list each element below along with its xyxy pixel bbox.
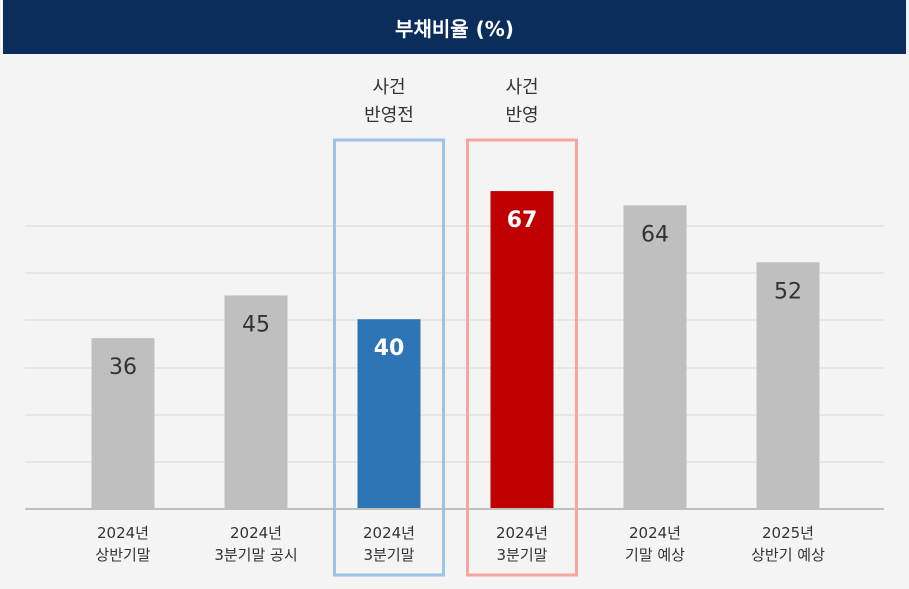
bar xyxy=(490,191,554,509)
data-label: 52 xyxy=(774,279,802,304)
x-tick-label: 2024년 xyxy=(97,524,149,542)
data-label: 45 xyxy=(242,312,270,337)
x-tick-label: 기말 예상 xyxy=(625,546,685,564)
x-tick-label: 3분기말 xyxy=(364,546,415,564)
x-tick-label: 2024년 xyxy=(230,524,282,542)
chart-title: 부채비율 (%) xyxy=(395,16,514,41)
annotation-label: 사건 xyxy=(505,77,538,98)
x-tick-label: 2024년 xyxy=(629,524,681,542)
x-tick-label: 2024년 xyxy=(496,524,548,542)
data-label: 40 xyxy=(374,336,405,361)
data-label: 67 xyxy=(507,208,538,233)
highlight-box xyxy=(466,138,578,577)
chart-title-banner: 부채비율 (%) xyxy=(3,0,906,54)
annotation-label: 반영 xyxy=(505,105,538,126)
x-tick-label: 2025년 xyxy=(762,524,814,542)
annotation-label: 반영전 xyxy=(364,105,414,126)
data-label: 64 xyxy=(641,222,669,247)
x-tick-label: 상반기 예상 xyxy=(751,546,825,564)
bar xyxy=(91,338,155,509)
bar xyxy=(357,319,421,509)
annotation-label: 사건 xyxy=(372,77,405,98)
x-tick-label: 3분기말 공시 xyxy=(214,546,297,564)
highlight-box xyxy=(333,138,445,577)
data-label: 36 xyxy=(109,355,137,380)
x-tick-label: 2024년 xyxy=(363,524,415,542)
bar xyxy=(623,205,687,509)
bar xyxy=(756,262,820,509)
bar xyxy=(224,295,288,509)
x-tick-label: 3분기말 xyxy=(497,546,548,564)
x-tick-label: 상반기말 xyxy=(95,546,150,564)
